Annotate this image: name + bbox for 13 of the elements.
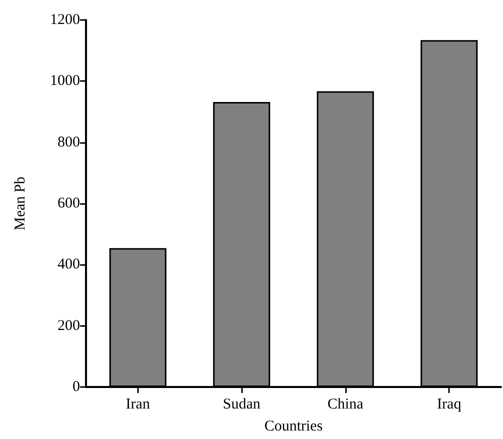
x-axis-title: Countries [264,418,323,434]
x-tick-label: Iran [126,396,150,412]
x-tick-label: Sudan [222,396,261,412]
y-tick-label: 1200 [50,12,80,28]
y-tick-label: 0 [72,379,80,395]
y-tick-label: 200 [58,318,80,334]
y-tick-label: 800 [58,134,80,150]
y-tick-label: 600 [58,196,80,212]
x-tick-label: China [327,396,364,412]
y-axis-title: Mean Pb [12,176,28,230]
x-tick-label: Iraq [437,396,462,412]
y-tick-label: 400 [58,256,80,273]
y-tick-label: 1000 [50,73,80,90]
